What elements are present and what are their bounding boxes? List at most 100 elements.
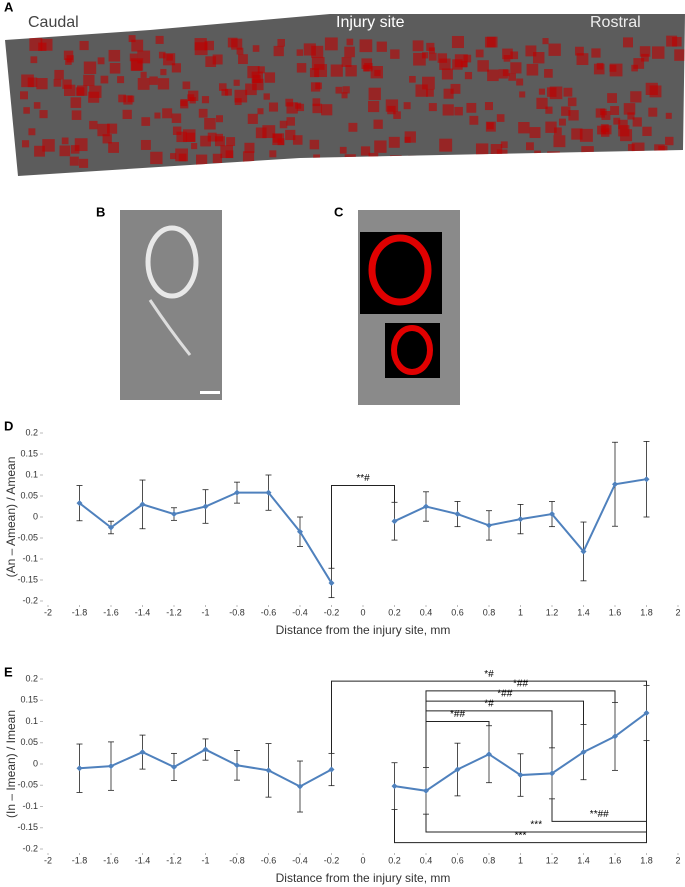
stain-spot	[100, 75, 109, 84]
stain-spot	[310, 82, 321, 92]
x-tick-label: 1.4	[577, 607, 590, 617]
data-point	[486, 522, 492, 529]
stain-spot	[623, 103, 636, 115]
x-tick-label: 1.8	[640, 855, 653, 865]
stain-spot	[633, 58, 645, 69]
stain-spot	[200, 135, 211, 147]
x-tick-label: 1	[518, 855, 523, 865]
y-tick-label: 0.1	[25, 469, 38, 479]
stain-spot	[404, 136, 411, 143]
stain-spot	[390, 49, 400, 59]
stain-spot	[155, 35, 164, 44]
stain-spot	[502, 48, 513, 60]
y-tick-label: 0.2	[25, 673, 38, 683]
stain-spot	[623, 37, 633, 48]
stain-spot	[171, 113, 182, 123]
stain-spot	[296, 49, 304, 56]
stain-spot	[403, 102, 411, 110]
x-tick-label: -0.4	[292, 855, 308, 865]
data-point	[108, 763, 114, 770]
data-point	[517, 516, 524, 523]
y-axis-label: (An – Amean) / Amean	[4, 457, 18, 578]
stain-spot	[245, 83, 257, 96]
stain-spot	[166, 54, 173, 61]
stain-spot	[648, 107, 658, 117]
stain-spot	[53, 78, 62, 87]
data-point	[391, 518, 398, 525]
stain-spot	[674, 49, 685, 61]
y-tick-label: 0	[33, 511, 38, 521]
stain-spot	[157, 78, 170, 90]
y-tick-label: 0.2	[25, 427, 38, 437]
stain-spot	[542, 38, 549, 45]
stain-spot	[373, 119, 383, 129]
x-tick-label: 0.2	[388, 607, 401, 617]
x-tick-label: -1.4	[135, 855, 151, 865]
stain-spot	[27, 77, 38, 88]
stain-spot	[548, 43, 561, 56]
stain-spot	[118, 94, 126, 103]
significance-label: **#	[356, 473, 370, 484]
stain-spot	[654, 144, 665, 155]
data-point	[234, 762, 240, 769]
stain-spot	[285, 129, 296, 141]
stain-spot	[421, 52, 429, 59]
data-point	[171, 511, 177, 518]
stain-spot	[74, 138, 88, 152]
stain-spot	[510, 62, 522, 74]
data-point	[423, 787, 429, 794]
stain-spot	[563, 87, 573, 97]
stain-spot	[466, 102, 477, 113]
stain-spot	[205, 56, 217, 68]
panel-label: A	[4, 0, 14, 14]
stain-spot	[534, 150, 541, 158]
stain-spot	[464, 71, 473, 80]
x-tick-label: 0.4	[420, 855, 433, 865]
stain-spot	[28, 128, 36, 136]
stain-spot	[268, 102, 279, 112]
stain-spot	[218, 83, 227, 91]
stain-spot	[451, 35, 465, 49]
data-point	[517, 772, 524, 779]
stain-spot	[568, 110, 579, 121]
stain-spot	[214, 136, 225, 147]
stain-spot	[321, 104, 333, 116]
x-tick-label: -1	[201, 607, 209, 617]
stain-spot	[34, 145, 45, 157]
y-tick-label: 0	[33, 758, 38, 768]
data-point	[108, 524, 114, 531]
x-tick-label: 1.2	[546, 855, 559, 865]
x-tick-label: -1.6	[103, 855, 119, 865]
stain-spot	[170, 153, 177, 160]
data-point	[328, 766, 335, 773]
x-tick-label: -0.8	[229, 607, 245, 617]
stain-spot	[538, 88, 545, 95]
stain-spot	[204, 117, 216, 130]
stain-spot	[342, 86, 350, 94]
stain-spot	[525, 142, 534, 151]
data-point	[423, 503, 429, 510]
stain-spot	[212, 54, 223, 65]
stain-spot	[97, 57, 105, 65]
stain-spot	[158, 51, 166, 59]
stain-spot	[348, 122, 358, 132]
stain-spot	[175, 148, 188, 162]
x-tick-label: -0.4	[292, 607, 308, 617]
micrograph-b	[120, 210, 222, 400]
stain-spot	[54, 69, 64, 80]
stain-spot	[187, 90, 199, 101]
stain-spot	[238, 54, 248, 65]
y-tick-label: 0.15	[20, 695, 38, 705]
data-point	[76, 765, 83, 772]
stain-spot	[422, 76, 435, 90]
stain-spot	[88, 91, 100, 103]
x-tick-label: -0.6	[261, 607, 277, 617]
stain-spot	[469, 115, 479, 125]
stain-spot	[160, 68, 167, 76]
micrograph-label: Rostral	[590, 14, 641, 31]
stain-spot	[39, 110, 48, 119]
stain-spot	[36, 78, 48, 90]
stain-spot	[303, 43, 316, 56]
x-tick-label: -1.8	[72, 607, 88, 617]
